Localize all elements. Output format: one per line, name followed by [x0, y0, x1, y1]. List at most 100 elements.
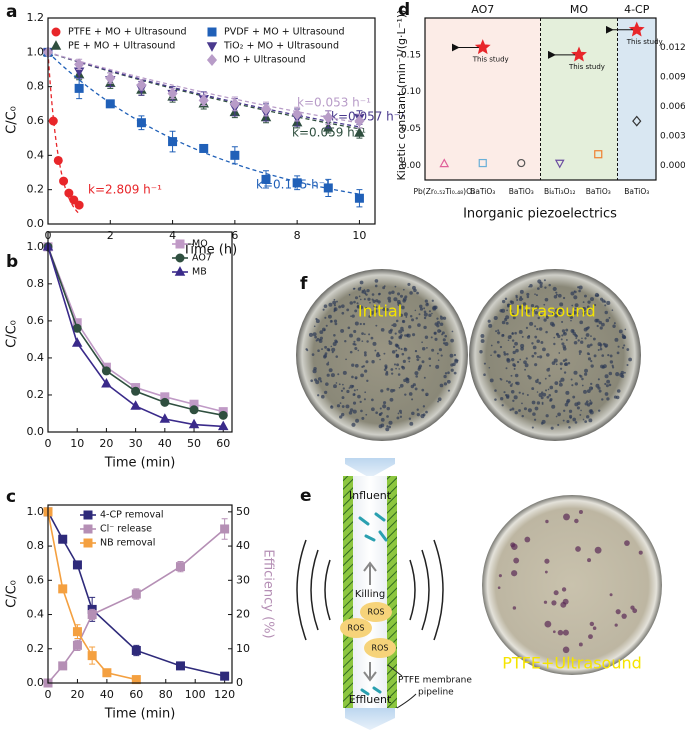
colony	[578, 509, 583, 514]
colony	[584, 402, 588, 406]
colony	[401, 352, 405, 356]
colony	[514, 410, 518, 415]
colony	[599, 347, 603, 351]
colony	[396, 292, 401, 296]
colony	[525, 357, 528, 360]
colony	[522, 392, 525, 395]
colony	[447, 389, 451, 392]
x-tick-label: 2	[107, 229, 114, 242]
colony	[409, 314, 413, 318]
colony	[444, 342, 449, 347]
colony	[408, 417, 412, 420]
marker	[58, 584, 68, 594]
colony	[621, 613, 627, 619]
colony	[503, 351, 506, 354]
colony	[421, 360, 425, 364]
colony	[582, 311, 586, 315]
colony	[363, 351, 367, 355]
colony	[330, 373, 335, 378]
colony	[586, 344, 591, 348]
colony	[372, 299, 376, 303]
bacteria	[358, 512, 388, 696]
colony	[553, 358, 558, 363]
colony	[498, 574, 502, 578]
colony	[393, 363, 397, 366]
legend-marker	[51, 27, 61, 37]
study-star	[628, 21, 645, 37]
ros-bursts	[340, 602, 396, 658]
colony	[334, 322, 338, 326]
colony	[350, 315, 352, 317]
x-tick-label: 6	[231, 229, 238, 242]
colony	[426, 347, 428, 349]
colony	[560, 377, 565, 382]
colony	[351, 375, 354, 379]
colony	[395, 354, 399, 359]
colony	[511, 312, 515, 317]
colony	[359, 280, 364, 285]
colony	[536, 327, 539, 331]
colony	[375, 411, 378, 415]
colony	[443, 374, 447, 379]
colony	[511, 407, 515, 411]
colony	[555, 308, 559, 313]
colony	[555, 291, 558, 294]
colony	[582, 418, 585, 421]
colony	[348, 387, 351, 389]
legend-label: PVDF + MO + Ultrasound	[224, 27, 345, 38]
colony	[557, 293, 562, 298]
colony	[416, 358, 420, 361]
colony	[566, 419, 570, 424]
colony	[362, 365, 365, 368]
colony	[555, 293, 558, 296]
colony	[380, 327, 385, 332]
colony	[443, 382, 448, 386]
colony	[407, 356, 411, 360]
colony	[382, 404, 387, 409]
colony	[319, 338, 321, 341]
fit-label: k=0.053 h⁻¹	[297, 96, 371, 110]
colony	[353, 329, 357, 333]
colony	[414, 387, 418, 391]
colony	[407, 282, 411, 286]
colony	[513, 557, 520, 564]
colony	[390, 336, 394, 340]
colony	[559, 302, 564, 307]
colony	[355, 418, 360, 423]
colony	[391, 324, 394, 327]
y-tick-label: 0.2	[27, 388, 45, 401]
colony	[396, 363, 400, 367]
legend-label: MO + Ultrasound	[224, 55, 306, 66]
colony	[592, 337, 596, 341]
colony	[597, 409, 601, 412]
colony	[322, 308, 325, 311]
colony	[544, 570, 548, 574]
y-tick-label: 0.00	[401, 161, 421, 171]
colony	[414, 309, 417, 312]
colony	[559, 367, 563, 370]
x-tick-label: 10	[70, 437, 84, 450]
marker	[188, 418, 200, 429]
colony	[395, 367, 397, 370]
colony	[312, 369, 317, 374]
colony	[361, 340, 364, 342]
colony	[521, 402, 523, 405]
colony	[412, 333, 416, 337]
colony	[518, 297, 523, 302]
colony	[489, 378, 494, 383]
colony	[338, 383, 341, 386]
marker	[292, 108, 303, 121]
marker	[199, 143, 209, 153]
colony	[602, 364, 607, 369]
colony	[341, 412, 345, 417]
colony	[431, 299, 434, 302]
colony	[332, 341, 337, 346]
colony	[561, 329, 566, 333]
colony	[399, 415, 403, 418]
colony	[333, 304, 337, 307]
colony	[393, 297, 398, 302]
colony	[586, 305, 590, 309]
marker	[72, 323, 82, 333]
colony	[437, 400, 439, 403]
colony	[577, 286, 580, 289]
